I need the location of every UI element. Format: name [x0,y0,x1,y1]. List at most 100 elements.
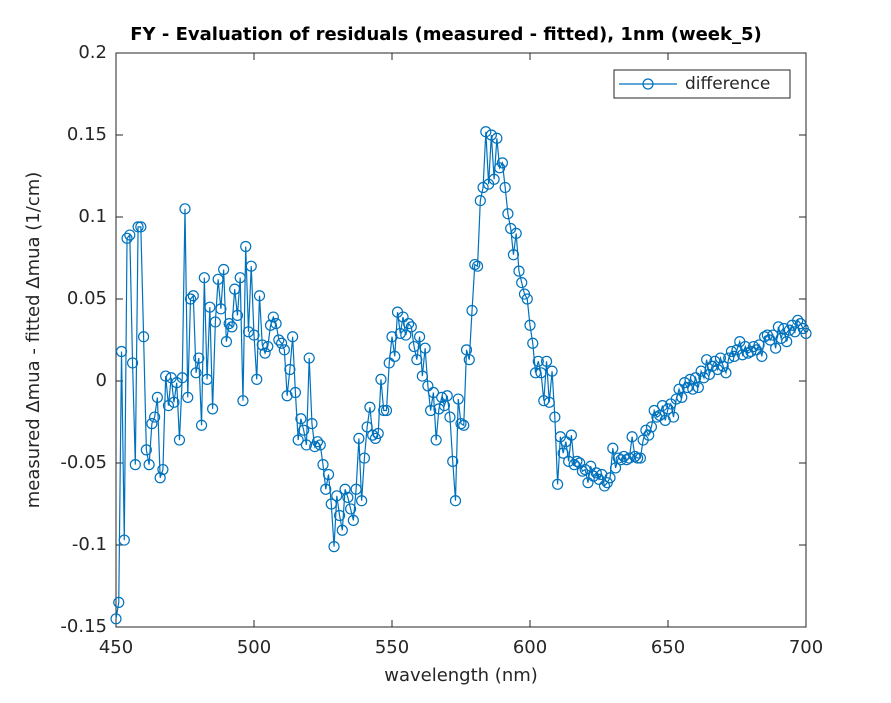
data-point [507,249,520,261]
data-point [118,534,130,546]
data-point [176,372,188,384]
data-point [618,450,630,463]
data-point [455,418,467,430]
data-point [400,329,412,341]
data-point [146,418,158,430]
data-point [331,490,343,502]
data-point [758,331,771,343]
data-point [339,483,351,495]
data-point [336,524,348,536]
data-point [149,411,161,423]
data-point [267,311,279,323]
data-point [728,350,740,362]
data-point [568,459,580,471]
data-point [201,373,213,385]
data-point [256,339,268,351]
data-point [485,129,497,141]
y-axis-label: measured Δmua - fitted Δmua (1/cm) [23,172,44,509]
data-point [322,468,335,481]
data-point [361,421,373,433]
data-point [226,321,238,333]
y-tick-label: 0.2 [78,42,107,63]
data-point [129,459,141,471]
data-point [629,450,641,463]
data-point [207,403,219,415]
data-point [162,400,175,412]
data-point [480,126,492,138]
data-point [452,393,464,405]
data-point [380,404,393,417]
data-point [466,304,478,317]
data-point [698,372,710,384]
axes-box [115,52,807,628]
data-point [604,472,616,484]
data-point [311,436,324,448]
data-point [289,386,301,399]
data-point [532,355,544,367]
data-point [195,419,208,431]
data-point [524,319,536,331]
data-point [113,596,125,609]
data-point [488,173,500,185]
data-point [474,195,486,207]
data-point [198,272,210,284]
data-point [333,509,346,522]
data-point [115,345,128,358]
data-point [402,318,415,330]
data-point [574,457,586,469]
data-point [551,478,564,490]
y-tick-label: -0.1 [72,534,107,555]
data-point [645,421,658,433]
data-point [287,331,299,343]
data-point [447,455,459,467]
data-point [510,227,522,239]
data-point [356,495,368,507]
data-point [140,444,152,456]
data-point [623,452,635,464]
data-point [209,316,221,328]
data-point [626,431,638,443]
data-point [444,411,456,423]
data-point [546,365,558,377]
x-tick-label: 600 [513,637,547,658]
data-point [143,459,155,471]
data-point [350,483,362,495]
data-point [458,419,470,431]
data-point [681,381,693,394]
data-point [582,477,594,489]
data-point [590,467,602,479]
data-point [563,455,575,467]
data-point [240,240,252,253]
data-point [772,321,785,333]
data-line [115,131,807,619]
data-point [378,404,390,417]
data-point [714,352,727,364]
data-point [607,442,619,454]
data-point [756,350,768,362]
data-point [306,418,318,430]
data-point [587,470,600,482]
data-point [521,293,533,305]
data-point [151,391,163,403]
data-point [179,203,191,215]
data-point [110,613,122,625]
data-point [557,447,569,459]
data-point [463,354,475,366]
data-point [408,340,420,353]
y-tick-label: -0.05 [60,452,107,473]
data-point [701,354,713,366]
data-point [138,331,150,343]
data-point [248,329,260,341]
data-point [253,290,266,302]
data-point [242,326,255,338]
data-point [124,229,136,241]
data-point [383,357,395,369]
data-point [358,452,370,464]
data-point [753,339,765,351]
data-point [234,272,246,284]
data-point [317,459,329,471]
data-point [135,221,147,233]
data-point [800,327,812,340]
data-point [132,221,144,233]
data-point [160,370,172,382]
